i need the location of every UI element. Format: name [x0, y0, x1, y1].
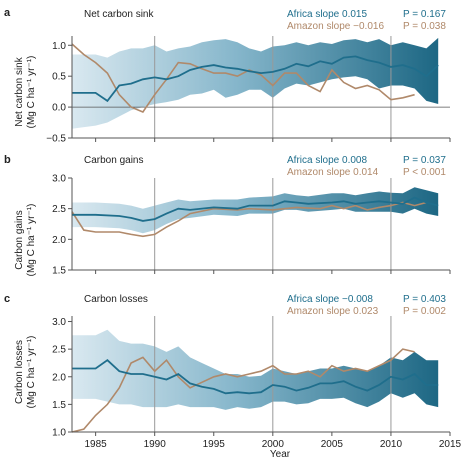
panel-a-ylabel-1: Net carbon sink: [14, 56, 25, 126]
y-tick-label: 1.5: [52, 400, 66, 411]
africa-series-line: [72, 196, 439, 222]
amazon-series-line: [71, 348, 415, 433]
y-tick-label: 2.0: [52, 372, 66, 383]
panel-b-letter: b: [4, 154, 11, 166]
y-tick-label: 2.5: [52, 204, 66, 215]
amazon-series-line: [71, 43, 415, 113]
y-tick-label: 1.5: [52, 266, 66, 277]
panel-b-ylabel-1: Carbon gains: [14, 210, 25, 269]
x-tick-label: 1990: [144, 439, 167, 450]
africa-series-line: [72, 359, 439, 395]
panel-a-title: Net carbon sink: [84, 9, 154, 20]
panel-b-title: Carbon gains: [84, 155, 143, 166]
y-tick-label: 3.0: [52, 174, 66, 185]
y-tick-label: 3.0: [52, 317, 66, 328]
panel-c-ylabel-1: Carbon losses: [14, 340, 25, 404]
y-tick-label: 2.5: [52, 345, 66, 356]
panel-b-africa-p: P = 0.037: [403, 155, 446, 166]
panel-b-plot: 1.5 2.0 2.5 3.0: [52, 174, 451, 277]
x-axis-label: Year: [270, 449, 291, 460]
panel-a-africa-p: P = 0.167: [403, 9, 446, 20]
panel-c-amazon-label: Amazon slope 0.023: [287, 306, 379, 317]
panel-c: c Carbon losses Africa slope −0.008 Amaz…: [4, 293, 462, 450]
panel-b-ylabel-2: (Mg C ha⁻¹ yr⁻¹): [26, 204, 37, 277]
panel-c-africa-p: P = 0.403: [403, 294, 446, 305]
amazon-series-line: [71, 201, 427, 238]
panel-a: a Net carbon sink Africa slope 0.015 Ama…: [4, 7, 451, 145]
x-tick-label: 2000: [262, 439, 285, 450]
y-tick-label: 0.0: [52, 103, 66, 114]
panel-c-africa-label: Africa slope −0.008: [287, 294, 373, 305]
panel-c-title: Carbon losses: [84, 294, 148, 305]
panel-a-amazon-p: P = 0.038: [403, 21, 446, 32]
y-tick-label: 1.0: [52, 41, 66, 52]
y-tick-label: 2.0: [52, 235, 66, 246]
panel-a-ylabel-2: (Mg C ha⁻¹ yr⁻¹): [26, 56, 37, 129]
africa-confidence-band: [72, 37, 439, 129]
y-tick-label: 0.5: [52, 72, 66, 83]
panel-b-amazon-p: P < 0.001: [403, 167, 446, 178]
x-tick-label: 2010: [380, 439, 403, 450]
panel-a-letter: a: [4, 7, 11, 19]
panel-b-africa-label: Africa slope 0.008: [287, 155, 367, 166]
x-tick-label: 1995: [203, 439, 226, 450]
y-tick-label: −0.5: [46, 134, 66, 145]
panel-c-plot: 1.0 1.5 2.0 2.5 3.0 1985 1990 1995 2000 2005 2010 2…: [52, 316, 462, 450]
panel-b-amazon-label: Amazon slope 0.014: [287, 167, 379, 178]
x-tick-label: 2015: [439, 439, 462, 450]
y-tick-label: 1.0: [52, 428, 66, 439]
panel-a-plot: −0.5 0.0 0.5 1.0: [46, 36, 451, 145]
panel-c-amazon-p: P = 0.002: [403, 306, 446, 317]
panel-b: b Carbon gains Africa slope 0.008 Amazon…: [4, 154, 451, 277]
x-tick-label: 1985: [85, 439, 108, 450]
panel-c-letter: c: [4, 293, 10, 305]
africa-confidence-band: [72, 187, 439, 234]
africa-series-line: [72, 55, 439, 103]
africa-confidence-band: [72, 329, 439, 410]
x-tick-label: 2005: [321, 439, 344, 450]
panel-a-amazon-label: Amazon slope −0.016: [287, 21, 384, 32]
panel-c-ylabel-2: (Mg C ha⁻¹ yr⁻¹): [26, 336, 37, 409]
panel-a-africa-label: Africa slope 0.015: [287, 9, 367, 20]
